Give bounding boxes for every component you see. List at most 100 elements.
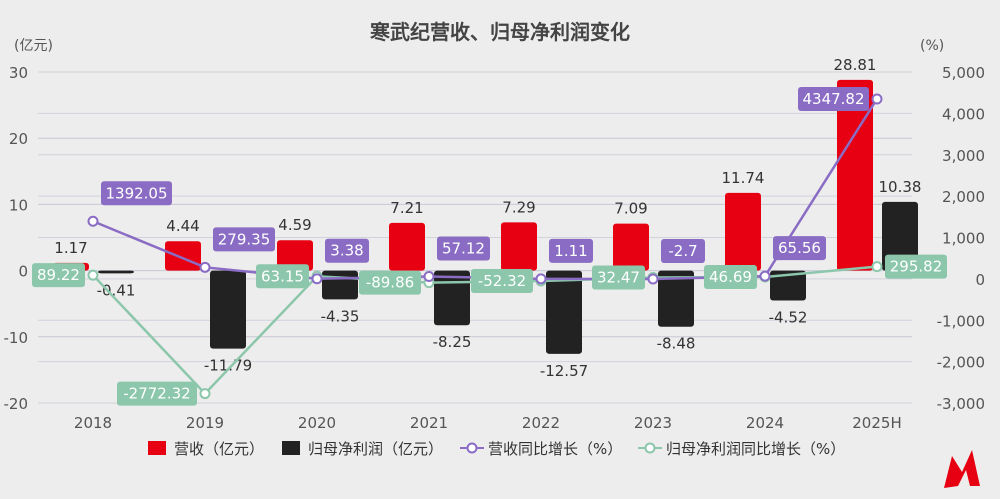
data-label-box	[256, 264, 309, 289]
chart-title: 寒武纪营收、归母净利润变化	[370, 20, 630, 44]
y-right-tick-label: -1,000	[937, 312, 985, 330]
line-data-label: 89.22	[37, 266, 80, 284]
bar-net-profit	[770, 270, 806, 301]
y-right-tick-label: 3,000	[942, 147, 985, 165]
y-left-tick-label: -10	[4, 329, 29, 347]
logo-icon	[944, 450, 980, 488]
legend-marker	[466, 442, 478, 454]
x-tick-label: 2022	[522, 414, 560, 432]
bar-net-profit	[882, 201, 918, 271]
bar-data-label: -12.57	[540, 362, 588, 380]
bar-revenue	[837, 79, 873, 271]
line-data-label: 3.38	[330, 242, 363, 260]
bar-revenue	[613, 223, 649, 271]
legend-label: 归母净利润（亿元）	[308, 440, 443, 458]
data-label-box	[798, 86, 869, 111]
y-right-tick-label: 4,000	[942, 105, 985, 123]
line-data-label: 1392.05	[105, 184, 167, 202]
legend-label: 营收同比增长（%）	[488, 440, 622, 458]
line-data-label: 32.47	[597, 269, 640, 287]
line-data-label: -52.32	[478, 272, 526, 290]
bar-data-label: 7.09	[614, 200, 647, 218]
bar-data-label: 7.21	[390, 199, 423, 217]
bar-data-label: 28.81	[834, 56, 877, 74]
line-data-label: -89.86	[366, 274, 414, 292]
y-right-axis-label: (%)	[920, 38, 944, 54]
line-data-label: 63.15	[261, 267, 304, 285]
line-data-label: 46.69	[709, 268, 752, 286]
legend-swatch	[282, 441, 300, 455]
line-point	[423, 271, 435, 283]
line-point	[199, 261, 211, 273]
bar-net-profit	[434, 270, 470, 326]
bar-data-label: 1.17	[54, 239, 87, 257]
bar-data-label: -8.48	[657, 335, 696, 353]
data-label-box	[471, 269, 533, 294]
legend-label: 营收（亿元）	[174, 440, 264, 458]
bar-data-label: -0.41	[97, 281, 136, 299]
line-data-label: 1.11	[554, 242, 587, 260]
x-tick-label: 2023	[634, 414, 672, 432]
line-point	[535, 273, 547, 285]
x-tick-label: 2024	[746, 414, 784, 432]
bar-revenue	[389, 222, 425, 271]
line-point	[311, 273, 323, 285]
data-label-box	[359, 270, 421, 295]
bar-data-label: 10.38	[879, 178, 922, 196]
x-tick-label: 2020	[298, 414, 336, 432]
data-label-box	[117, 381, 197, 406]
line-data-label: -2772.32	[123, 385, 190, 403]
bar-revenue	[725, 192, 761, 271]
bar-revenue	[277, 240, 313, 271]
x-tick-label: 2021	[410, 414, 448, 432]
line-data-label: 4347.82	[802, 90, 864, 108]
y-left-tick-label: -20	[4, 395, 29, 413]
data-label-box	[704, 264, 757, 289]
bar-net-profit	[98, 270, 134, 274]
line-data-label: 65.56	[778, 239, 821, 257]
y-left-axis-label: (亿元)	[14, 38, 53, 54]
x-tick-label: 2025H	[852, 414, 901, 432]
bar-net-profit	[322, 270, 358, 300]
bar-data-label: -4.35	[321, 307, 360, 325]
data-label-box	[325, 238, 369, 263]
data-label-box	[773, 236, 826, 261]
y-left-tick-label: 0	[18, 263, 28, 281]
data-label-box	[213, 227, 275, 252]
data-label-box	[885, 254, 947, 279]
legend-swatch	[148, 441, 166, 455]
line-data-label: 295.82	[890, 258, 943, 276]
y-right-tick-label: 1,000	[942, 230, 985, 248]
y-left-tick-label: 30	[9, 64, 28, 82]
data-label-box	[549, 238, 593, 263]
bar-revenue	[165, 241, 201, 271]
legend-label: 归母净利润同比增长（%）	[666, 440, 845, 458]
bar-data-label: -4.52	[769, 309, 808, 327]
bar-data-label: -8.25	[433, 333, 472, 351]
bar-net-profit	[658, 270, 694, 327]
line-point	[647, 273, 659, 285]
y-right-tick-label: -2,000	[937, 354, 985, 372]
line-point	[759, 270, 771, 282]
y-right-tick-label: 5,000	[942, 64, 985, 82]
bar-data-label: 4.44	[166, 217, 199, 235]
legend-marker	[644, 442, 656, 454]
line-data-label: 57.12	[442, 240, 485, 258]
bar-data-label: 11.74	[722, 169, 765, 187]
line-point	[871, 93, 883, 105]
line-point	[871, 261, 883, 273]
data-label-box	[32, 263, 85, 288]
x-tick-label: 2019	[186, 414, 224, 432]
bar-data-label: -11.79	[204, 357, 252, 375]
data-label-box	[437, 236, 490, 261]
y-left-tick-label: 10	[9, 196, 28, 214]
y-left-tick-label: 20	[9, 130, 28, 148]
line-point	[87, 269, 99, 281]
line-data-label: 279.35	[218, 230, 271, 248]
bar-net-profit	[210, 270, 246, 349]
line-point	[199, 388, 211, 400]
bar-data-label: 7.29	[502, 198, 535, 216]
data-label-box	[592, 265, 645, 290]
